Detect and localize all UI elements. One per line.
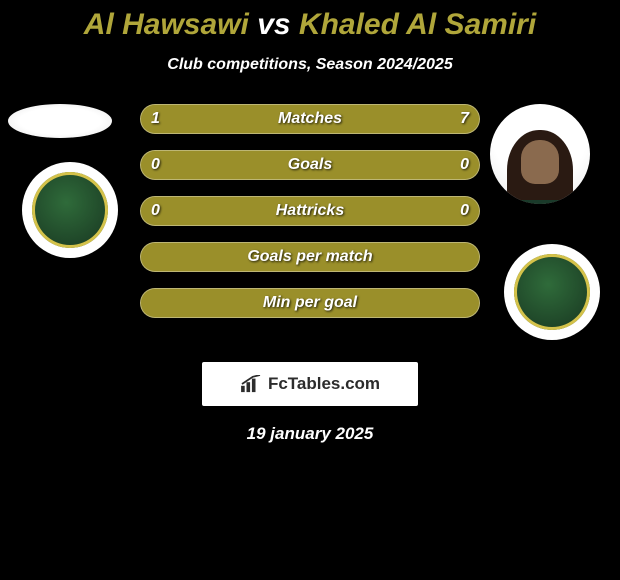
title-player2: Khaled Al Samiri	[299, 8, 536, 41]
bar-fill-left	[141, 243, 310, 271]
comparison-stage: 17Matches00Goals00HattricksGoals per mat…	[0, 104, 620, 344]
stat-value-left: 0	[151, 151, 160, 179]
stat-value-left: 0	[151, 197, 160, 225]
subtitle: Club competitions, Season 2024/2025	[0, 56, 620, 74]
bar-fill-left	[141, 151, 310, 179]
bar-fill-right	[310, 197, 479, 225]
player2-photo	[490, 104, 590, 204]
bar-fill-left	[141, 289, 310, 317]
player2-club-badge	[504, 244, 600, 340]
branding-text: FcTables.com	[268, 374, 380, 394]
club-badge-icon	[32, 172, 109, 249]
bar-fill-right	[310, 243, 479, 271]
stat-row: 17Matches	[140, 104, 480, 134]
bar-fill-left	[141, 197, 310, 225]
bar-fill-right	[183, 105, 479, 133]
stat-value-right: 7	[460, 105, 469, 133]
title-player1: Al Hawsawi	[84, 8, 249, 41]
stat-row: 00Goals	[140, 150, 480, 180]
stat-row: Min per goal	[140, 288, 480, 318]
player2-silhouette	[507, 130, 573, 204]
bar-fill-left	[141, 105, 183, 133]
title-vs: vs	[257, 8, 290, 41]
stat-row: Goals per match	[140, 242, 480, 272]
stat-bars: 17Matches00Goals00HattricksGoals per mat…	[140, 104, 480, 334]
stat-value-right: 0	[460, 151, 469, 179]
bar-fill-right	[310, 289, 479, 317]
stat-value-right: 0	[460, 197, 469, 225]
club-badge-icon	[514, 254, 591, 331]
player1-club-badge	[22, 162, 118, 258]
chart-icon	[240, 375, 262, 393]
stat-value-left: 1	[151, 105, 160, 133]
date-text: 19 january 2025	[0, 424, 620, 444]
comparison-title: Al Hawsawi vs Khaled Al Samiri	[0, 0, 620, 42]
bar-fill-right	[310, 151, 479, 179]
player1-photo	[8, 104, 112, 138]
stat-row: 00Hattricks	[140, 196, 480, 226]
branding-badge: FcTables.com	[202, 362, 418, 406]
